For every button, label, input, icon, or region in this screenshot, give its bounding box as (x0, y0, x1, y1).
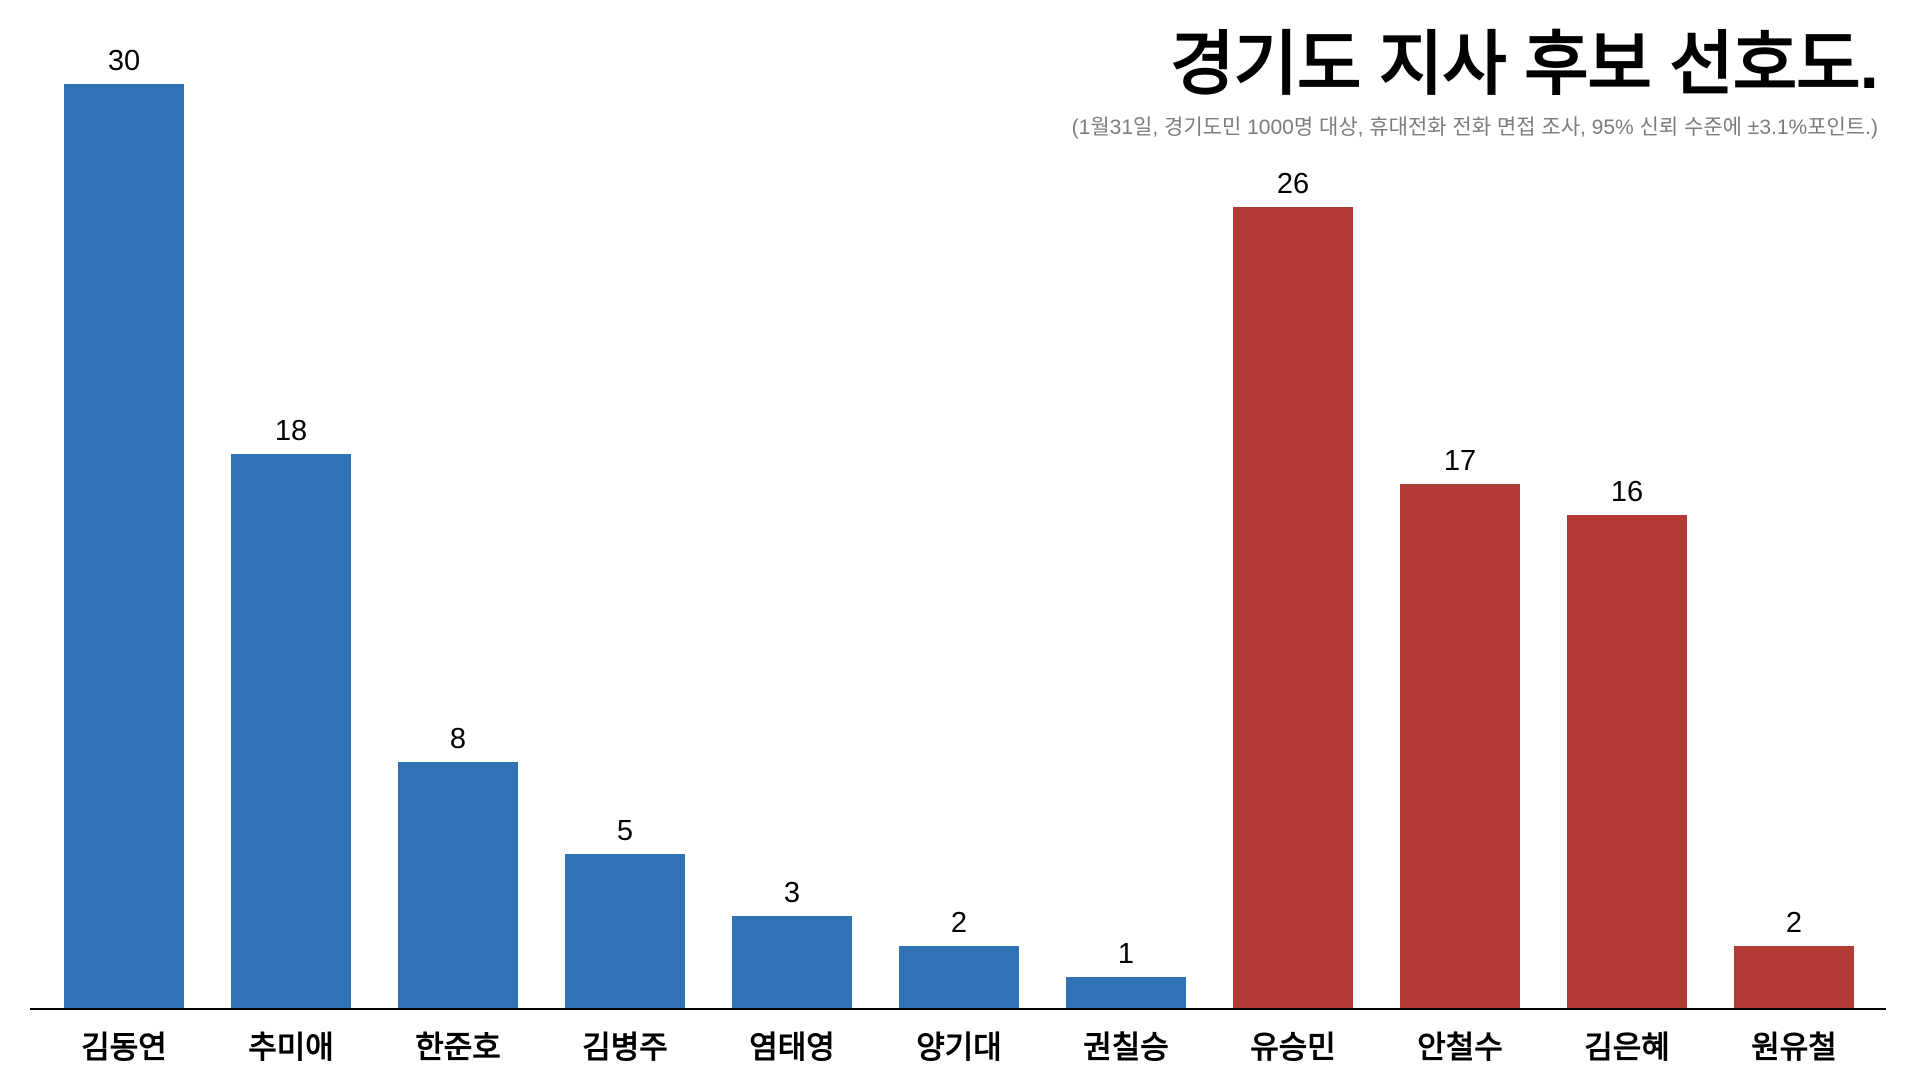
bar (1400, 484, 1520, 1008)
bar-category-label: 안철수 (1417, 1030, 1503, 1065)
chart-title: 경기도 지사 후보 선호도. (1170, 25, 1879, 103)
bar (64, 84, 184, 1008)
bar-value-label: 26 (1276, 168, 1310, 200)
bar (565, 854, 685, 1008)
bar (231, 454, 351, 1008)
bar-category-label: 김동연 (81, 1030, 167, 1065)
bar (1233, 207, 1353, 1008)
bar (1066, 977, 1186, 1008)
bar-value-label: 18 (274, 415, 308, 447)
bar-value-label: 17 (1443, 445, 1477, 477)
chart-subtitle: (1월31일, 경기도민 1000명 대상, 휴대전화 전화 면접 조사, 95… (1071, 116, 1878, 139)
bar (1567, 515, 1687, 1008)
bar-category-label: 유승민 (1250, 1030, 1336, 1065)
bar-value-label: 2 (1785, 907, 1803, 939)
bar-value-label: 8 (449, 723, 467, 755)
bar-category-label: 염태영 (749, 1030, 835, 1065)
bar-value-label: 5 (616, 815, 634, 847)
bar-category-label: 김병주 (582, 1030, 668, 1065)
bar-value-label: 3 (783, 877, 801, 909)
bar-category-label: 한준호 (415, 1030, 501, 1065)
bar-value-label: 16 (1610, 476, 1644, 508)
bar-category-label: 양기대 (916, 1030, 1002, 1065)
chart-header: 경기도 지사 후보 선호도. (1월31일, 경기도민 1000명 대상, 휴대… (1071, 25, 1879, 141)
bar (1734, 946, 1854, 1008)
bar-value-label: 2 (950, 907, 968, 939)
bar-category-label: 김은혜 (1584, 1030, 1670, 1065)
bar-category-label: 원유철 (1751, 1030, 1837, 1065)
bar (398, 762, 518, 1008)
bar (899, 946, 1019, 1008)
bar-category-label: 권칠승 (1083, 1030, 1169, 1065)
bar-category-label: 추미애 (248, 1030, 334, 1065)
bar (732, 916, 852, 1008)
x-axis-line (30, 1008, 1886, 1010)
bar-value-label: 30 (107, 45, 141, 77)
bar-value-label: 1 (1117, 938, 1135, 970)
